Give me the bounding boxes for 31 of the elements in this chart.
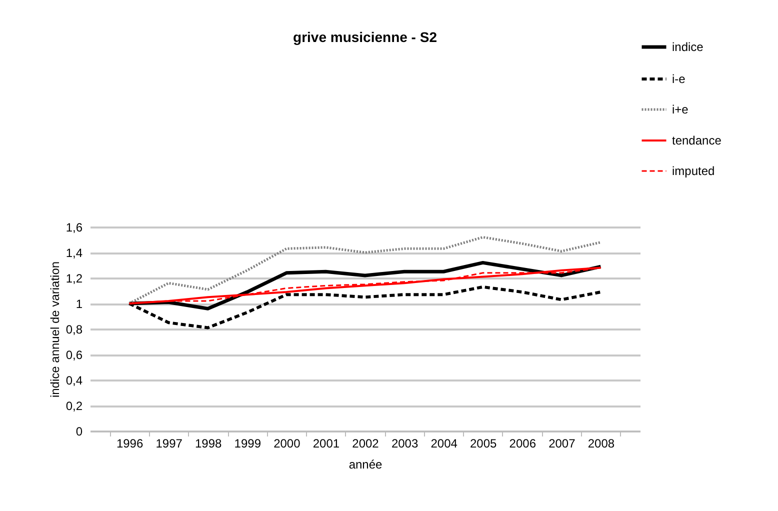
x-tick-label: 2007 xyxy=(548,436,576,450)
x-tick-label: 2003 xyxy=(391,436,418,450)
y-tick-label: 0 xyxy=(76,424,83,438)
y-tick-label: 1 xyxy=(76,297,83,311)
y-tick-label: 1,4 xyxy=(66,246,83,260)
x-tick-label: 1999 xyxy=(234,436,262,450)
legend-label: tendance xyxy=(672,134,722,148)
x-tick-label: 1998 xyxy=(195,436,222,450)
x-tick-label: 2002 xyxy=(352,436,380,450)
x-tick-label: 2006 xyxy=(509,436,536,450)
x-axis-title: année xyxy=(348,458,383,472)
chart-title: grive musicienne - S2 xyxy=(293,29,438,45)
x-tick-label: 2001 xyxy=(312,436,340,450)
legend-label: indice xyxy=(672,40,704,54)
y-tick-label: 1,2 xyxy=(66,272,83,286)
line-series xyxy=(128,236,602,305)
y-tick-label: 0,6 xyxy=(66,348,83,362)
x-tick-label: 1997 xyxy=(156,436,183,450)
y-tick-label: 0,2 xyxy=(66,399,83,413)
y-tick-label: 0,4 xyxy=(66,374,83,388)
legend-label: i-e xyxy=(672,72,686,86)
x-tick-label: 2008 xyxy=(588,436,615,450)
x-tick-label: 2005 xyxy=(470,436,498,450)
y-tick-label: 1,6 xyxy=(66,220,83,234)
x-tick-label: 1996 xyxy=(116,436,144,450)
legend-label: i+e xyxy=(672,102,689,116)
legend-label: imputed xyxy=(672,164,715,178)
y-axis-title: indice annuel de variation xyxy=(48,261,62,398)
y-tick-label: 0,8 xyxy=(66,322,83,336)
x-tick-label: 2000 xyxy=(274,436,301,450)
x-tick-label: 2004 xyxy=(430,436,458,450)
